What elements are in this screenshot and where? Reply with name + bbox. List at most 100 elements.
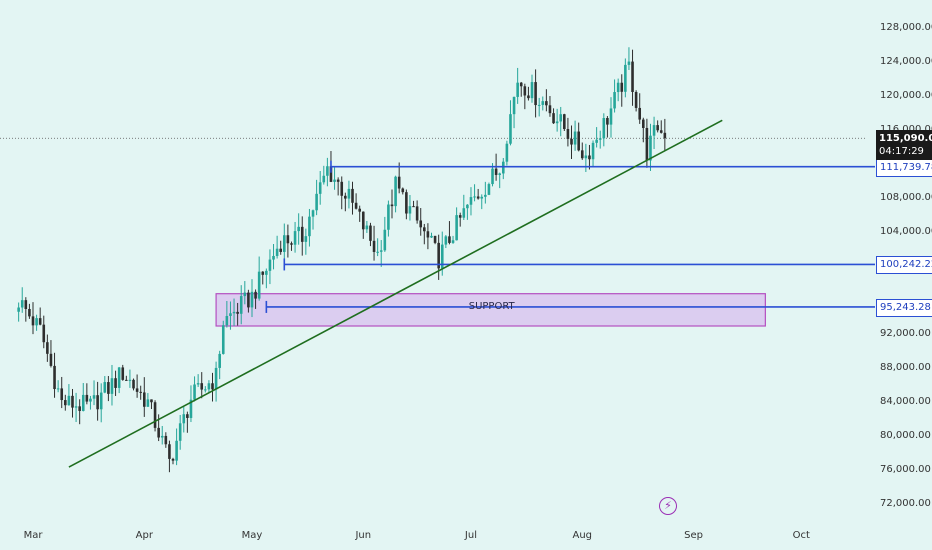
candle bbox=[595, 127, 598, 148]
x-tick-label: Sep bbox=[684, 530, 703, 541]
candle bbox=[606, 116, 609, 138]
candle bbox=[28, 303, 31, 319]
candle bbox=[78, 399, 81, 425]
candle bbox=[24, 297, 28, 322]
x-tick-label: Apr bbox=[135, 530, 153, 541]
candle bbox=[186, 411, 189, 433]
candle bbox=[204, 386, 207, 393]
candle bbox=[250, 279, 254, 318]
candle bbox=[501, 157, 505, 180]
candle bbox=[415, 200, 419, 224]
candle bbox=[534, 69, 537, 118]
candle bbox=[214, 361, 218, 402]
candle bbox=[358, 205, 361, 222]
candle bbox=[17, 302, 20, 322]
candle bbox=[67, 384, 71, 406]
candle bbox=[469, 187, 473, 216]
candle bbox=[401, 187, 405, 195]
candle bbox=[530, 74, 534, 103]
candle bbox=[555, 108, 559, 132]
candle bbox=[484, 181, 487, 204]
x-tick-label: Oct bbox=[792, 530, 810, 541]
y-tick-label: 108,000.00 bbox=[880, 191, 932, 203]
candle bbox=[254, 289, 257, 309]
support-zone-label: SUPPORT bbox=[468, 300, 515, 312]
candle bbox=[570, 125, 573, 160]
candle bbox=[189, 385, 193, 423]
candle bbox=[200, 372, 204, 399]
y-tick-label: 88,000.00 bbox=[880, 361, 931, 373]
candle bbox=[598, 130, 602, 149]
candle bbox=[168, 440, 171, 473]
candle bbox=[584, 143, 588, 173]
candle bbox=[275, 235, 279, 259]
candle bbox=[383, 216, 387, 252]
candle bbox=[247, 289, 250, 313]
candle bbox=[519, 81, 523, 97]
candle bbox=[336, 177, 340, 196]
candle bbox=[283, 223, 286, 259]
candle bbox=[642, 117, 645, 143]
candle bbox=[114, 370, 117, 396]
candle bbox=[304, 228, 308, 255]
candle bbox=[408, 194, 412, 221]
candle bbox=[634, 90, 638, 112]
candle bbox=[473, 184, 476, 202]
candle bbox=[523, 83, 527, 110]
candle bbox=[527, 86, 530, 101]
candle bbox=[516, 67, 519, 104]
candle bbox=[354, 193, 358, 210]
candle bbox=[412, 200, 415, 208]
candle bbox=[340, 176, 344, 210]
candle bbox=[430, 232, 433, 238]
candle bbox=[372, 225, 376, 261]
support-zone[interactable] bbox=[215, 293, 766, 327]
candle bbox=[480, 194, 484, 210]
trendline[interactable] bbox=[68, 119, 723, 468]
candle bbox=[351, 181, 354, 215]
candle bbox=[286, 224, 290, 258]
candle bbox=[344, 192, 347, 212]
candle bbox=[42, 315, 46, 349]
candle bbox=[613, 79, 616, 113]
candle bbox=[60, 376, 64, 409]
candle bbox=[103, 376, 107, 394]
candle bbox=[397, 162, 401, 194]
candle bbox=[458, 212, 462, 227]
candle bbox=[387, 200, 390, 237]
y-tick-label: 116,000.00 bbox=[880, 123, 932, 135]
candle bbox=[455, 207, 458, 241]
candle bbox=[627, 47, 631, 71]
candle bbox=[99, 383, 103, 423]
candle bbox=[376, 238, 379, 257]
y-tick-label: 120,000.00 bbox=[880, 89, 932, 101]
candle bbox=[649, 123, 652, 171]
candle bbox=[85, 383, 89, 405]
candle bbox=[616, 78, 620, 102]
candle bbox=[207, 380, 211, 394]
candle bbox=[229, 301, 232, 330]
candle bbox=[196, 374, 200, 387]
candle bbox=[150, 399, 153, 410]
candle bbox=[225, 301, 229, 328]
candle bbox=[257, 256, 261, 301]
x-tick-label: Mar bbox=[23, 530, 43, 541]
candle bbox=[164, 432, 168, 448]
candle bbox=[239, 285, 243, 325]
flash-icon[interactable]: ⚡ bbox=[659, 497, 677, 515]
candle bbox=[451, 235, 455, 244]
candle bbox=[552, 108, 555, 124]
candle bbox=[559, 106, 563, 137]
candle bbox=[128, 369, 132, 388]
y-tick-label: 104,000.00 bbox=[880, 225, 932, 237]
candle bbox=[218, 350, 221, 380]
candle bbox=[448, 221, 451, 245]
candle bbox=[379, 240, 383, 267]
candle bbox=[437, 234, 440, 280]
candle bbox=[31, 302, 35, 335]
candle bbox=[426, 223, 430, 250]
candle bbox=[279, 240, 283, 255]
candle bbox=[573, 120, 577, 151]
candle bbox=[261, 271, 265, 285]
